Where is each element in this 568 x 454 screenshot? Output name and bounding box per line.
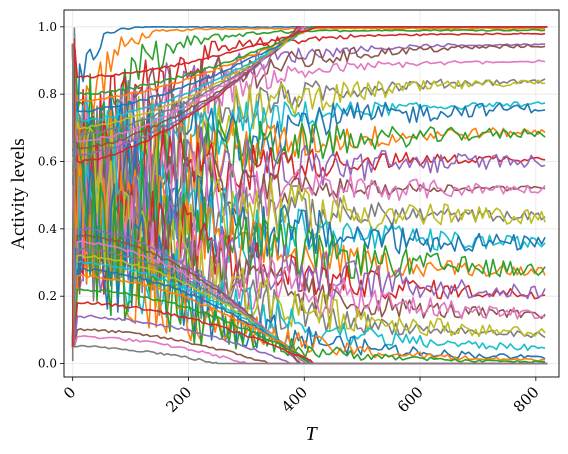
y-tick-label: 1.0	[38, 20, 57, 34]
x-axis-ticks: 0 200 400 600 800	[60, 377, 543, 416]
series-line-plateau	[71, 107, 546, 320]
y-tick-label: 0.0	[38, 357, 57, 371]
series-line-plateau	[71, 96, 546, 282]
y-tick-label: 0.2	[38, 289, 57, 303]
series-line-falling	[71, 43, 548, 365]
series-line-falling	[71, 43, 548, 365]
series-line-falling	[71, 43, 548, 365]
y-tick-label: 0.8	[38, 87, 57, 101]
series-line-rising	[71, 26, 548, 347]
series-line-falling	[71, 43, 548, 365]
y-tick-label: 0.6	[38, 155, 57, 169]
series-line-plateau	[71, 129, 546, 300]
x-tick-label: 800	[510, 383, 543, 416]
x-tick-label: 0	[60, 383, 79, 402]
series-line-plateau	[72, 137, 546, 352]
series-line-falling	[71, 43, 548, 365]
series-line-rising	[71, 26, 548, 347]
series-line-plateau	[71, 68, 546, 364]
series-line-falling	[71, 43, 548, 365]
series-line-plateau	[71, 116, 546, 287]
y-axis-ticks: 0.0 0.2 0.4 0.6 0.8 1.0	[38, 20, 64, 371]
x-tick-label: 200	[162, 383, 195, 416]
series-lines	[71, 26, 548, 365]
x-tick-label: 600	[394, 383, 427, 416]
series-line-falling	[71, 43, 548, 365]
y-tick-label: 0.4	[38, 222, 57, 236]
series-line-plateau	[71, 56, 546, 303]
plot-frame	[63, 9, 560, 378]
series-line-falling	[71, 43, 548, 365]
x-tick-label: 400	[278, 383, 311, 416]
series-line-plateau	[71, 59, 546, 271]
series-line-plateau	[71, 80, 546, 280]
series-line-falling	[71, 43, 548, 365]
series-line-rising	[71, 26, 548, 347]
series-line-plateau	[71, 121, 546, 339]
series-line-plateau	[72, 101, 546, 338]
x-axis-label: T	[305, 423, 318, 445]
series-line-rising	[71, 26, 548, 347]
series-line-rising	[71, 26, 548, 347]
series-line-rising	[71, 26, 548, 347]
series-line-falling	[71, 43, 548, 365]
y-axis-label: Activity levels	[8, 138, 29, 249]
